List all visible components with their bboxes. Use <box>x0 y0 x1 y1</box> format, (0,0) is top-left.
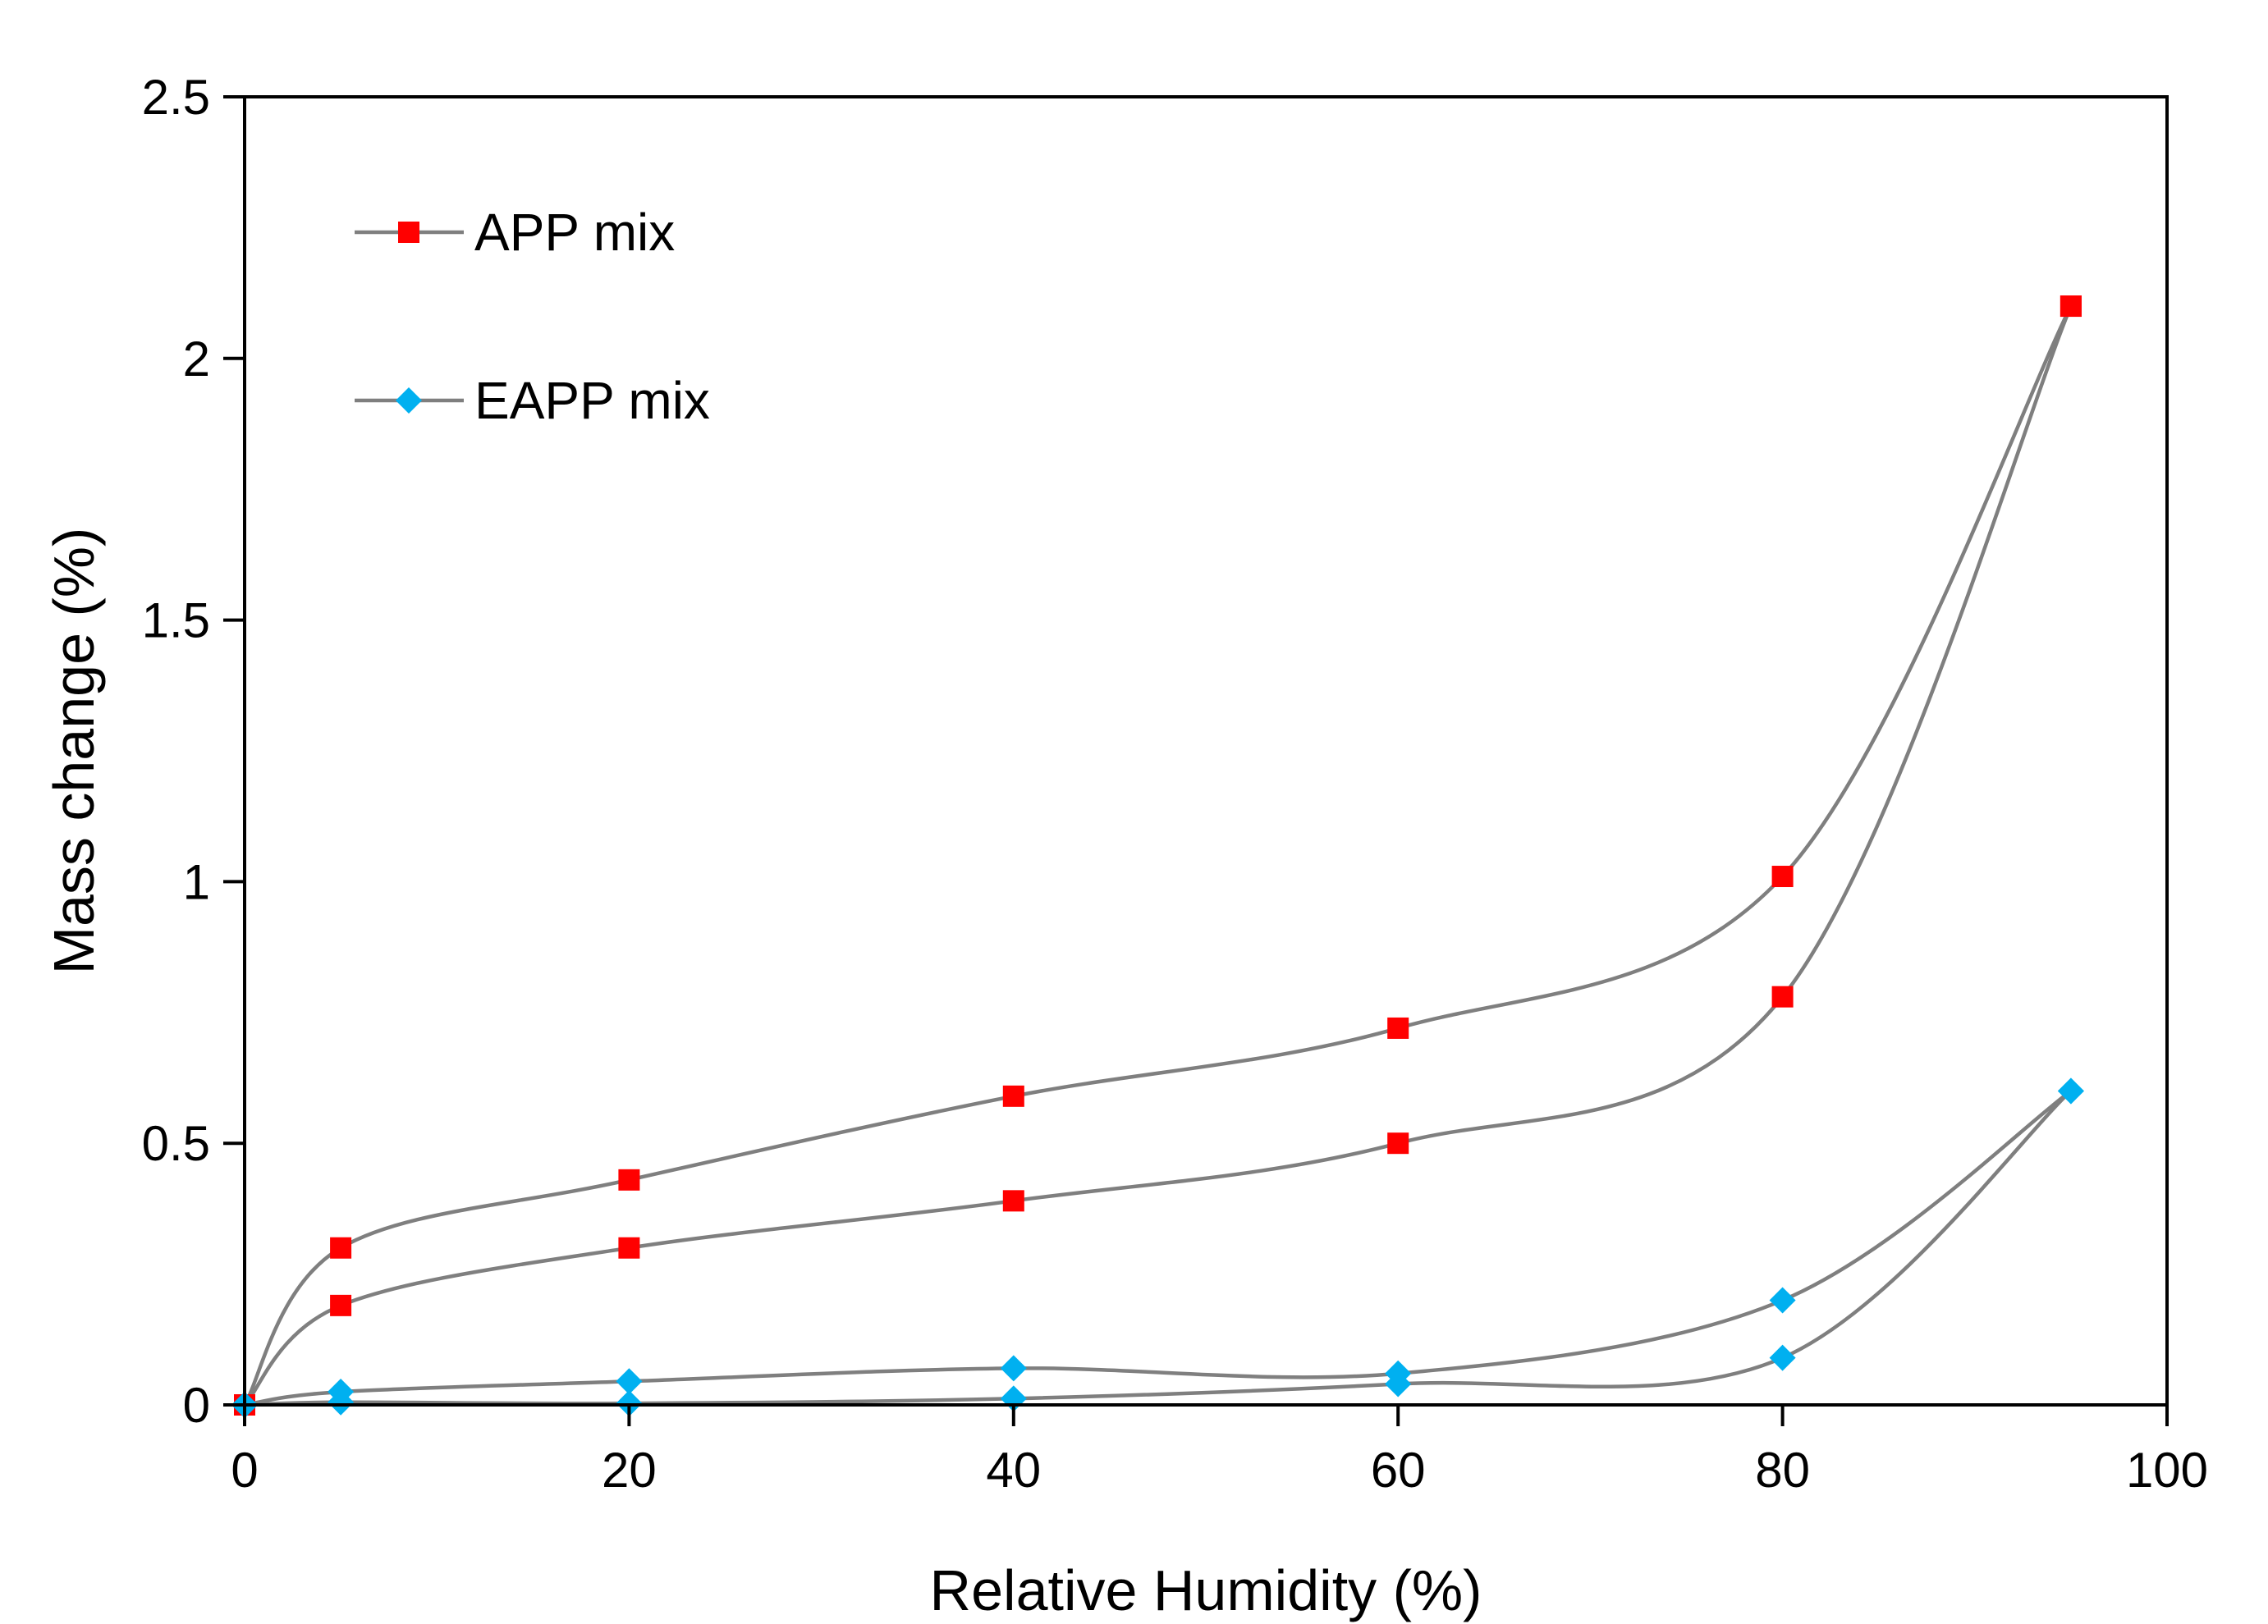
eapp-mix-point <box>1385 1360 1412 1387</box>
plot-frame <box>243 95 2169 1407</box>
x-tick-label: 40 <box>986 1443 1041 1498</box>
eapp-mix-point <box>1769 1344 1796 1371</box>
y-tick-label: 2 <box>183 332 210 387</box>
y-tick-label: 1 <box>183 854 210 909</box>
eapp-mix-point <box>2057 1077 2084 1105</box>
y-tick-label: 2.5 <box>142 70 210 125</box>
x-tick-label: 0 <box>231 1443 258 1498</box>
legend-marker <box>398 222 419 243</box>
app-mix-point <box>1771 986 1794 1008</box>
app-mix-point <box>618 1169 640 1191</box>
legend-label: APP mix <box>474 203 675 262</box>
x-tick-label: 100 <box>2126 1443 2208 1498</box>
y-tick-label: 0.5 <box>142 1116 210 1171</box>
axes-layer: 0 0.5 1 1.5 2 2.5 0 20 40 60 80 100 <box>142 70 2208 1498</box>
app-mix-sorption-line <box>243 305 2073 1407</box>
x-tick-label: 20 <box>602 1443 657 1498</box>
legend-label: EAPP mix <box>474 371 710 430</box>
legend-marker <box>396 387 422 414</box>
app-mix-point <box>330 1237 352 1259</box>
app-mix-point <box>2060 295 2082 318</box>
y-tick-label: 1.5 <box>142 593 210 648</box>
app-mix-point <box>1002 1085 1024 1107</box>
eapp-mix-point <box>328 1379 355 1406</box>
app-mix-desorption-line <box>243 304 2073 1407</box>
legend-item-eapp-mix: EAPP mix <box>355 371 710 430</box>
app-mix-point <box>618 1237 640 1259</box>
series-app-mix <box>234 295 2082 1416</box>
app-mix-point <box>330 1294 352 1316</box>
x-axis-title: Relative Humidity (%) <box>930 1558 1482 1622</box>
eapp-mix-point <box>616 1368 643 1395</box>
x-tick-label: 80 <box>1755 1443 1810 1498</box>
series-eapp-mix <box>231 1077 2084 1418</box>
y-tick-label: 0 <box>183 1378 210 1433</box>
legend: APP mix EAPP mix <box>355 203 710 430</box>
app-mix-point <box>1387 1017 1409 1039</box>
app-mix-point <box>1002 1190 1024 1212</box>
y-axis-title: Mass change (%) <box>42 528 106 975</box>
x-tick-label: 60 <box>1371 1443 1426 1498</box>
legend-item-app-mix: APP mix <box>355 203 675 262</box>
app-mix-point <box>1771 866 1794 888</box>
eapp-mix-point <box>1000 1355 1027 1382</box>
eapp-mix-point <box>1769 1287 1796 1314</box>
app-mix-point <box>1387 1132 1409 1155</box>
series-layer <box>231 295 2084 1418</box>
eapp-mix-sorption-line <box>244 1089 2073 1407</box>
